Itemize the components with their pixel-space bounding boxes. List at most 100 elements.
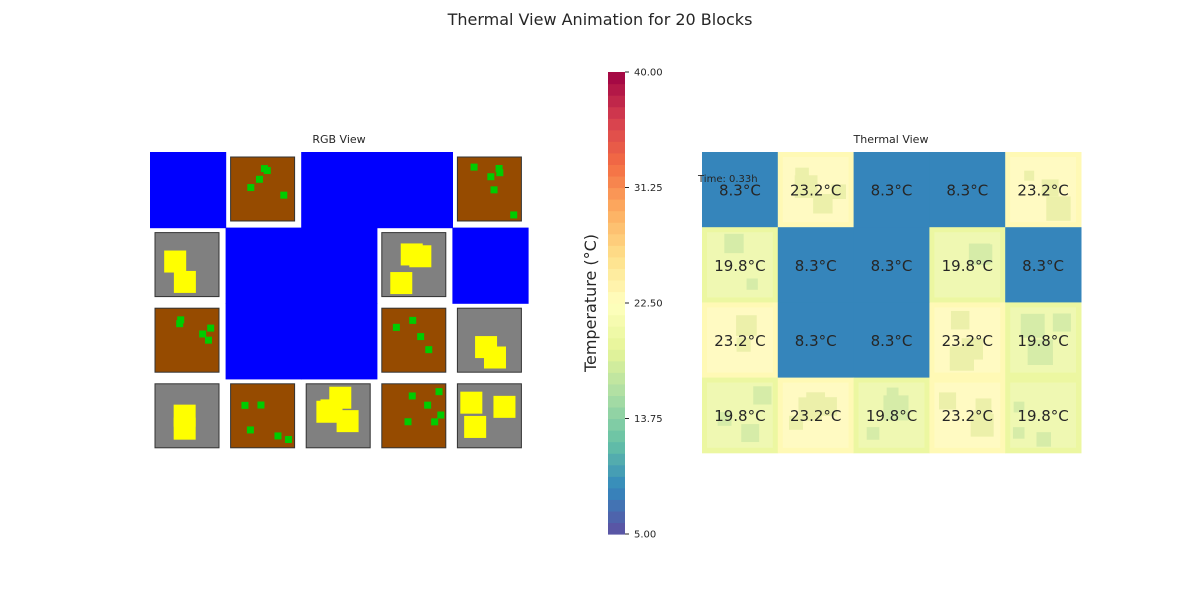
colorbar-segment [608,291,625,304]
grass-patch [437,411,445,419]
grass-patch [408,392,416,400]
colorbar-tick-label: 13.75 [634,414,663,425]
grass-patch [487,173,495,181]
thermal-patch [883,395,909,421]
colorbar-segment [608,441,625,454]
block-water [150,152,227,229]
colorbar-segment [608,464,625,477]
yellow-feature [400,243,423,266]
colorbar-segment [608,279,625,293]
colorbar-segment [608,95,625,108]
thermal-cell [853,227,930,303]
thermal-cell [853,302,930,379]
thermal-cell-label: 8.3°C [871,182,913,200]
thermal-patch [961,338,983,360]
thermal-view-title: Thermal View [853,133,929,146]
colorbar-segment [608,118,625,131]
colorbar-segment [608,337,625,350]
colorbar-segment [608,476,625,489]
thermal-cell-label: 23.2°C [790,182,841,200]
thermal-cell-label: 19.8°C [942,257,993,275]
thermal-patch [753,386,772,405]
colorbar-segment [608,256,625,269]
thermal-cell-label: 8.3°C [719,182,761,200]
thermal-cell-label: 8.3°C [1022,257,1064,275]
colorbar-segment [608,326,625,339]
colorbar-segment [608,499,625,512]
colorbar-segment [608,268,625,281]
colorbar-segment [608,383,625,396]
grass-patch [404,418,412,426]
thermal-cell-label: 23.2°C [942,407,993,425]
grass-patch [177,316,185,324]
grass-patch [280,191,288,199]
grass-patch [199,330,207,338]
colorbar-segment [608,406,625,420]
colorbar-tick-label: 5.00 [634,530,656,541]
thermal-cell-label: 23.2°C [714,332,765,350]
thermal-patch [724,233,744,254]
thermal-patch [1012,427,1025,439]
colorbar-segment [608,245,625,258]
thermal-patch [1013,401,1025,413]
thermal-cell-label: 23.2°C [790,407,841,425]
block-water [225,227,302,304]
colorbar-segment [608,349,625,362]
thermal-patch [831,184,846,200]
grass-patch [495,164,503,172]
thermal-cell-label: 19.8°C [1017,407,1068,425]
thermal-patch [968,243,991,265]
colorbar-segment [608,164,625,177]
thermal-patch [939,392,957,410]
block-dirt [230,383,296,449]
grass-patch [435,388,443,396]
yellow-feature [493,395,516,418]
colorbar-label: Temperature (°C) [581,234,600,373]
thermal-cell [853,152,930,228]
grass-patch [392,323,400,331]
yellow-feature [464,415,487,438]
yellow-feature [390,272,413,295]
grass-patch [470,163,478,171]
thermal-patch [866,427,880,440]
colorbar-segment [608,141,625,154]
grass-patch [409,316,417,324]
block-water [225,303,302,380]
colorbar-segment [608,487,625,500]
colorbar-segment [608,314,625,327]
thermal-cell-label: 8.3°C [795,332,837,350]
yellow-feature [173,270,196,293]
grass-patch [425,346,433,354]
grass-patch [207,324,215,332]
colorbar-segment [608,83,625,96]
thermal-patch [974,410,990,427]
thermal-cell [1005,227,1082,303]
grass-patch [510,211,518,219]
colorbar-segment [608,360,625,373]
grass-patch [490,186,498,194]
colorbar-segment [608,510,625,524]
thermal-cell-label: 23.2°C [1017,182,1068,200]
thermal-cell [702,152,779,228]
colorbar-segment [608,175,625,189]
block-dirt [456,156,522,222]
colorbar-segment [608,372,625,385]
colorbar-segment [608,303,625,316]
grass-patch [260,165,268,173]
colorbar-segment [608,129,625,142]
grass-patch [496,169,504,177]
colorbar-tick-label: 40.00 [634,68,663,79]
colorbar-segment [608,430,625,443]
rgb-view-panel [150,152,529,449]
colorbar-segment [608,453,625,466]
thermal-patch [1024,170,1035,181]
thermal-patch [798,397,822,421]
thermal-patch [717,411,732,426]
grass-patch [424,401,432,409]
colorbar-segment [608,72,625,85]
time-annotation: Time: 0.33h [697,174,758,185]
grass-patch [257,401,265,409]
thermal-patch [741,424,760,443]
figure-title: Thermal View Animation for 20 Blocks [447,10,753,29]
